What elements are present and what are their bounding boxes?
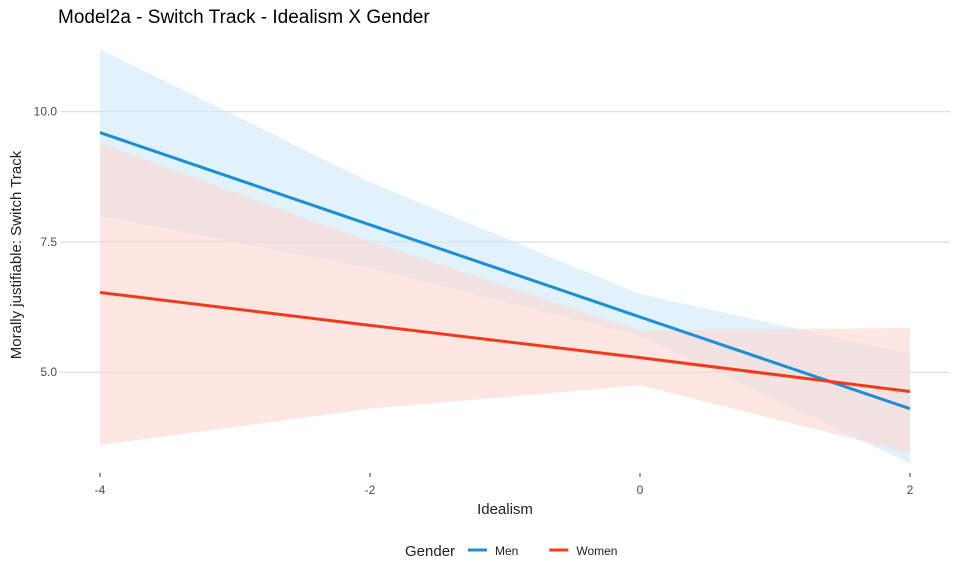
line-women — [99, 291, 911, 393]
x-axis: -4 -2 0 2 — [95, 473, 914, 497]
x-tick-label: 2 — [907, 483, 914, 497]
y-axis-label: Morally justifiable: Switch Track — [8, 150, 25, 359]
legend: Gender Men Women — [405, 543, 617, 560]
line-men — [99, 131, 911, 411]
y-tick-label: 10.0 — [34, 105, 58, 119]
y-tick-label: 5.0 — [40, 365, 57, 379]
x-tick-label: -4 — [95, 483, 106, 497]
confidence-ribbons — [100, 49, 910, 464]
legend-title: Gender — [405, 543, 455, 560]
chart-title: Model2a - Switch Track - Idealism X Gend… — [58, 7, 430, 28]
x-axis-label: Idealism — [477, 501, 533, 518]
ribbon-women — [100, 142, 910, 453]
y-tick-label: 7.5 — [40, 235, 57, 249]
y-axis: 5.0 7.5 10.0 — [34, 105, 58, 379]
legend-label-men: Men — [495, 544, 518, 558]
legend-label-women: Women — [576, 544, 617, 558]
x-tick-label: 0 — [637, 483, 644, 497]
series-lines — [99, 131, 911, 411]
x-tick-label: -2 — [365, 483, 376, 497]
